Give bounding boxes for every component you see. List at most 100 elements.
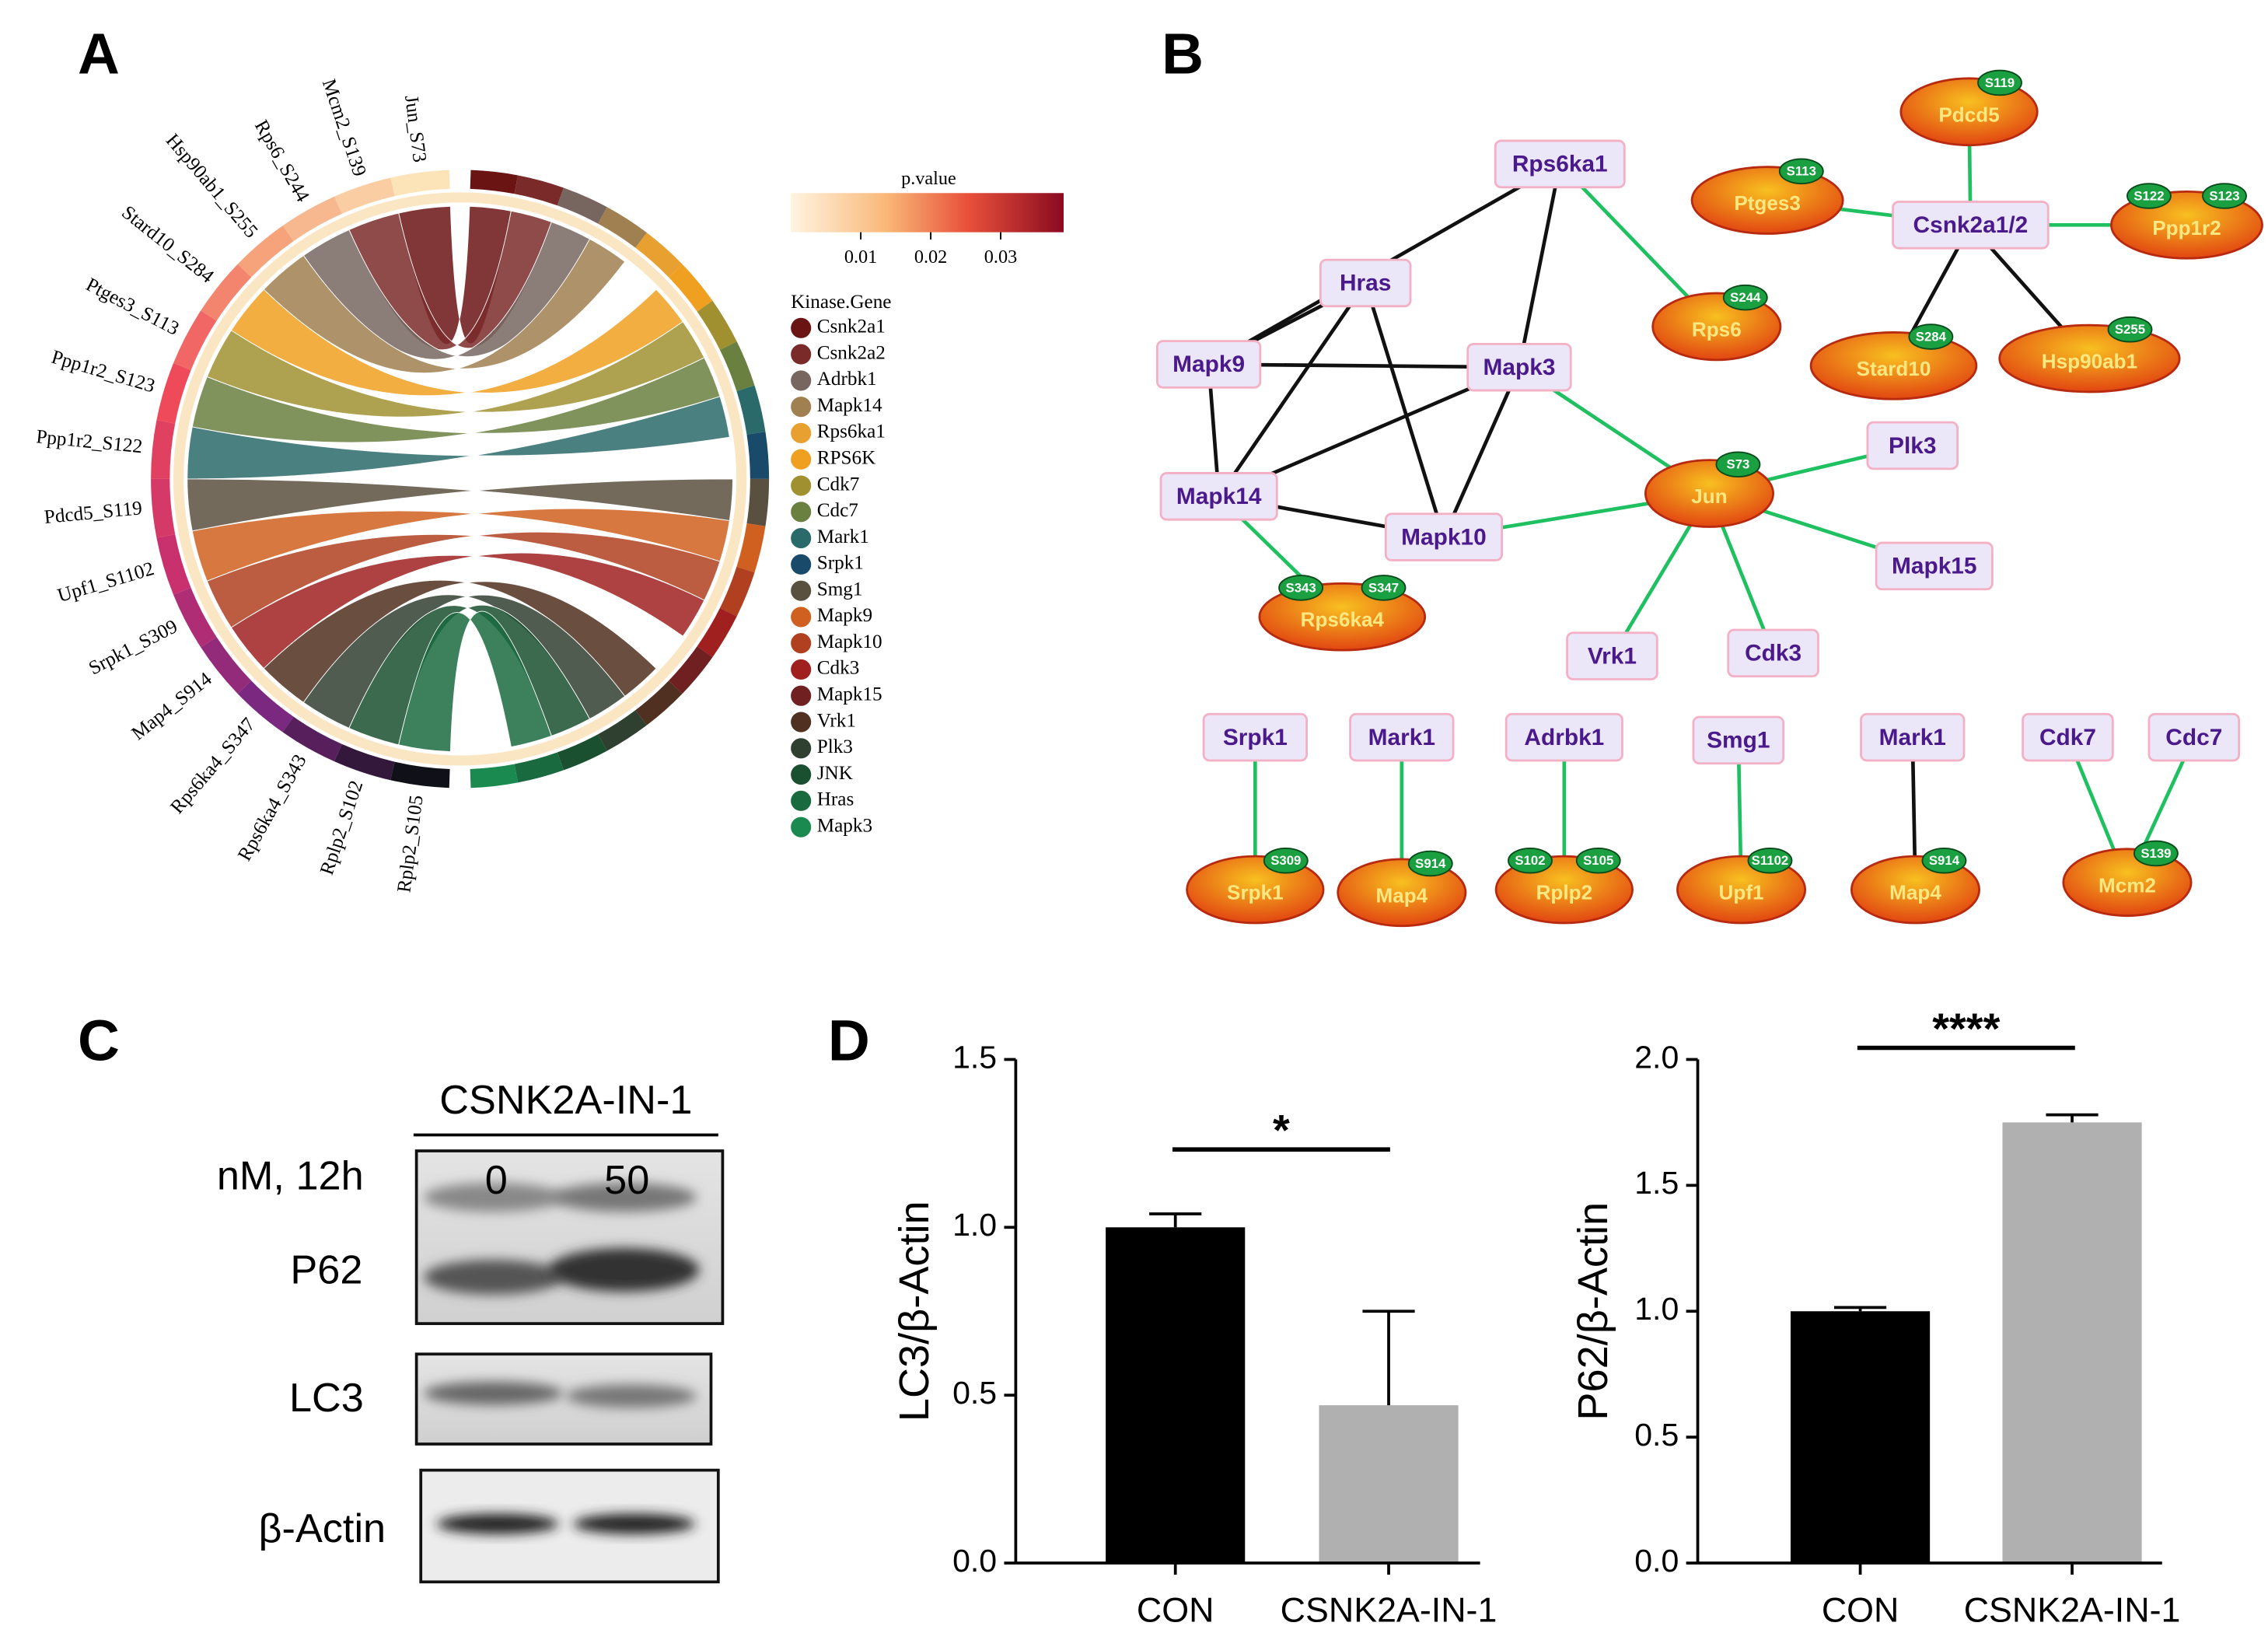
site-badge-label: S113 xyxy=(1787,164,1816,179)
site-segment xyxy=(334,743,395,781)
legend-swatch xyxy=(791,344,812,365)
kinase-label: Srpk1 xyxy=(1223,725,1288,750)
substrate-label: Upf1 xyxy=(1719,881,1764,904)
significance-label: * xyxy=(1273,1105,1290,1154)
y-tick-label: 1.0 xyxy=(1634,1291,1679,1327)
site-segment xyxy=(151,420,176,479)
kinase-segment xyxy=(746,432,770,479)
site-segment xyxy=(173,310,217,371)
panel-label: C xyxy=(78,1007,120,1072)
legend-label: Mapk9 xyxy=(817,605,872,626)
kinase-node xyxy=(1504,712,1623,762)
colorbar-title: p.value xyxy=(901,168,956,189)
legend-swatch xyxy=(791,370,812,391)
substrate-label: Hsp90ab1 xyxy=(2042,350,2137,373)
kinase-segment xyxy=(719,566,755,617)
panel-label: B xyxy=(1162,20,1204,86)
kinase-label: Mapk3 xyxy=(1483,355,1556,380)
site-badge xyxy=(2133,840,2179,867)
band xyxy=(423,1381,564,1405)
band xyxy=(573,1513,695,1534)
band xyxy=(551,1183,697,1212)
kinase-segment xyxy=(557,734,607,771)
blot-row-label: LC3 xyxy=(289,1376,364,1421)
site-badge-label: S123 xyxy=(2209,188,2239,203)
legend-label: Smg1 xyxy=(817,579,863,600)
site-segment xyxy=(201,637,252,694)
site-segment xyxy=(151,478,176,538)
site-label: Pdcd5_S119 xyxy=(44,498,143,528)
kinase-label: Cdk3 xyxy=(1745,641,1801,666)
legend-swatch xyxy=(791,317,812,338)
colorbar-tick-label: 0.02 xyxy=(914,247,947,268)
bar xyxy=(1319,1405,1459,1564)
chord-ribbon xyxy=(206,531,721,628)
site-badge-label: S1102 xyxy=(1752,853,1789,868)
chord-ribbon xyxy=(191,508,730,582)
chord-ribbon xyxy=(191,357,721,443)
inner-ring xyxy=(173,192,747,766)
substrate-label: Jun xyxy=(1691,484,1727,508)
legend-swatch xyxy=(791,422,812,444)
kinase-label: Adrbk1 xyxy=(1524,725,1604,750)
edge xyxy=(1217,281,1368,498)
kinase-label: Mark1 xyxy=(1879,725,1946,750)
legend-label: Cdk7 xyxy=(817,474,860,495)
blot-dose: 0 xyxy=(485,1158,508,1203)
kinase-label: Mapk10 xyxy=(1401,524,1487,550)
legend-label: Mapk3 xyxy=(817,815,872,836)
kinase-label: Mapk9 xyxy=(1172,351,1245,377)
kinase-node xyxy=(1349,712,1455,762)
bar-chart: 0.0 0.5 1.0 1.5 CON CSNK2A-IN-1 LC3/β-Actin * xyxy=(891,1039,1497,1629)
kinase-label: Cdc7 xyxy=(2165,725,2222,750)
y-tick-label: 1.5 xyxy=(1634,1165,1679,1201)
kinase-node xyxy=(1202,712,1308,762)
site-label: Jun_S73 xyxy=(400,94,430,164)
legend-label: Adrbk1 xyxy=(817,369,877,390)
edge xyxy=(1517,163,1562,368)
blot-condition: nM, 12h xyxy=(217,1153,364,1198)
error-bar xyxy=(1833,1306,1887,1312)
blot-dose: 50 xyxy=(604,1158,649,1203)
site-label: Mcm2_S139 xyxy=(318,76,370,179)
site-badge-label: S914 xyxy=(1415,856,1446,871)
site-label: Upf1_S1102 xyxy=(55,558,156,607)
site-segment xyxy=(173,587,217,648)
kinase-segment xyxy=(697,607,737,658)
site-badge-label: S347 xyxy=(1368,580,1399,595)
substrate-label: Rps6ka4 xyxy=(1301,608,1385,631)
kinase-segment xyxy=(719,341,755,392)
blot-labels: CSNK2A-IN-1 nM, 12h 0 50 P62 LC3 β-Actin xyxy=(217,1078,693,1551)
substrate-label: Map4 xyxy=(1889,881,1941,904)
site-segment xyxy=(156,363,191,424)
site-badge xyxy=(1263,847,1309,874)
blot-treatment: CSNK2A-IN-1 xyxy=(439,1078,692,1123)
site-segment xyxy=(201,264,252,321)
legend-swatch xyxy=(791,633,812,654)
legend-label: RPS6K xyxy=(817,448,876,469)
site-badge xyxy=(2107,316,2153,343)
y-axis-label: LC3/β-Actin xyxy=(891,1201,938,1421)
legend-label: JNK xyxy=(817,763,853,784)
kinase-node xyxy=(2022,712,2114,762)
legend-swatch xyxy=(791,502,812,523)
error-bar xyxy=(1149,1212,1202,1228)
band xyxy=(423,1183,564,1212)
site-badge-label: S122 xyxy=(2133,188,2164,203)
kinase-segment xyxy=(470,764,519,789)
kinase-segment xyxy=(736,523,766,573)
substrate-label: Ptges3 xyxy=(1734,191,1801,215)
site-badge xyxy=(1722,284,1768,311)
site-badge-label: S914 xyxy=(1929,853,1960,868)
site-label: Rps6ka4_S343 xyxy=(234,751,311,865)
kinase-node xyxy=(1466,342,1572,392)
kinase-segment xyxy=(470,170,519,194)
error-bar xyxy=(1362,1310,1415,1406)
site-badge xyxy=(1508,847,1553,874)
kinase-label: Cdk7 xyxy=(2039,725,2096,750)
site-segment xyxy=(237,680,294,733)
substrate-label: Rplp2 xyxy=(1536,881,1593,904)
bar-chart: 0.0 0.5 1.0 1.5 2.0 CON CSNK2A-IN-1 P62/β-Actin… xyxy=(1570,1004,2180,1630)
kinase-node xyxy=(1159,472,1278,521)
site-badge xyxy=(1407,850,1453,877)
